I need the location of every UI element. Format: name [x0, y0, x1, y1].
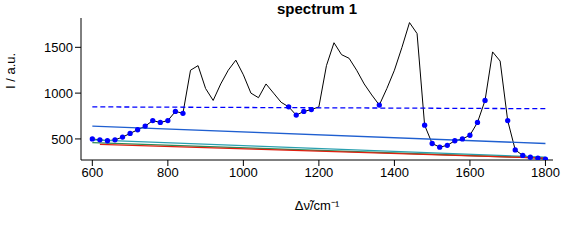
svg-text:1200: 1200	[304, 165, 333, 180]
svg-text:1000: 1000	[229, 165, 258, 180]
svg-text:1400: 1400	[380, 165, 409, 180]
svg-text:1000: 1000	[44, 86, 73, 101]
svg-text:500: 500	[51, 132, 73, 147]
svg-text:I / a.u.: I / a.u.	[8, 53, 18, 89]
svg-text:1800: 1800	[531, 165, 560, 180]
svg-text:1600: 1600	[455, 165, 484, 180]
svg-text:800: 800	[157, 165, 179, 180]
svg-text:600: 600	[81, 165, 103, 180]
html-text:spectrum 1: spectrum 1	[277, 0, 357, 17]
svg-text:Δν̃/cm⁻¹: Δν̃/cm⁻¹	[295, 198, 340, 213]
svg-text:1500: 1500	[44, 40, 73, 55]
